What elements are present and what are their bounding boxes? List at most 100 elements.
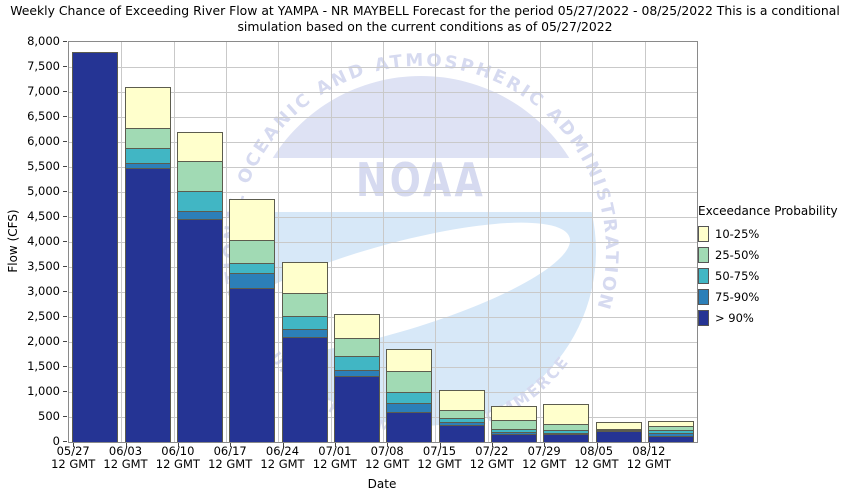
bar-08/12 [647,421,694,442]
x-tick-label: 07/01 12 GMT [312,444,357,471]
bar-segment-10-25% [439,391,484,410]
legend-swatch [698,309,709,326]
bar-segment-75-90% [544,433,589,434]
x-tick-mark [334,443,336,447]
bar-segment-25-50% [334,338,379,356]
legend-label: 75-90% [715,289,760,304]
y-tick-mark [63,41,67,42]
gridline-vertical [592,42,594,442]
bar-segment-75-90% [439,422,484,425]
legend-swatch [698,288,709,305]
y-tick-label: 0 [52,434,60,448]
y-tick-mark [63,341,67,342]
y-tick-label: 500 [38,409,60,423]
bar-segment-50-75% [177,191,222,211]
y-axis-title: Flow (CFS) [6,209,20,273]
y-tick-label: 5,500 [27,159,60,173]
bar-segment-50-75% [491,429,536,432]
legend-label: > 90% [715,310,754,325]
gridline-vertical [226,42,227,442]
legend-item: > 90% [698,307,848,328]
gridline-vertical [173,42,175,442]
bar-segment-50-75% [230,263,275,273]
bar-06/10 [176,132,223,442]
bar-segment-> 90% [334,376,379,442]
x-tick-label: 07/29 12 GMT [522,444,567,471]
y-tick-mark [63,116,67,117]
bar-segment-> 90% [491,434,536,442]
x-tick-label: 06/10 12 GMT [155,444,200,471]
bar-segment-> 90% [125,168,170,442]
bar-segment-> 90% [387,412,432,442]
legend-label: 10-25% [715,226,760,241]
bar-segment-10-25% [282,263,327,293]
bar-segment-10-25% [387,350,432,371]
gridline-vertical [121,42,123,442]
y-tick-label: 3,500 [27,259,60,273]
gridline-vertical [540,42,541,442]
y-tick-label: 4,500 [27,209,60,223]
bar-segment-50-75% [125,148,170,163]
x-tick-mark [125,443,127,447]
y-tick-mark [63,141,67,142]
bar-segment-50-75% [439,418,484,422]
bar-07/15 [438,390,485,442]
bar-05/27 [72,52,119,442]
bar-segment-25-50% [125,128,170,148]
bar-07/08 [386,349,433,442]
x-tick-label: 06/24 12 GMT [260,444,305,471]
y-tick-label: 2,500 [27,309,60,323]
legend-item: 50-75% [698,265,848,286]
bar-08/05 [595,422,642,442]
x-tick-mark [648,443,650,447]
gridline-vertical [383,42,384,442]
bar-segment-10-25% [596,423,641,429]
y-tick-label: 3,000 [27,284,60,298]
y-tick-mark [63,216,67,217]
legend: Exceedance Probability 10-25% 25-50% 50-75… [698,204,848,328]
legend-label: 50-75% [715,268,760,283]
bar-segment-25-50% [596,429,641,430]
legend-swatch [698,267,709,284]
legend-label: 25-50% [715,247,760,262]
y-tick-mark [63,416,67,417]
bar-segment-25-50% [177,161,222,191]
bar-07/22 [490,406,537,442]
x-tick-mark [230,443,232,447]
legend-title: Exceedance Probability [698,204,838,218]
y-tick-label: 1,500 [27,359,60,373]
y-tick-mark [63,391,67,392]
y-tick-label: 7,500 [27,59,60,73]
bar-07/01 [333,314,380,442]
x-tick-mark [282,443,284,447]
x-tick-label: 08/05 12 GMT [574,444,619,471]
y-tick-mark [63,266,67,267]
legend-item: 75-90% [698,286,848,307]
bar-segment-10-25% [125,88,170,128]
bar-segment-> 90% [596,431,641,442]
bar-segment-75-90% [491,432,536,434]
y-tick-mark [63,316,67,317]
bar-segment-75-90% [334,370,379,376]
bar-segment-75-90% [282,329,327,337]
y-tick-mark [63,241,67,242]
y-tick-mark [63,66,67,67]
x-tick-mark [177,443,179,447]
bar-segment-> 90% [544,434,589,442]
bar-06/03 [124,87,171,442]
bar-06/17 [229,199,276,442]
bar-segment-25-50% [491,420,536,429]
noaa-dome-shape [270,75,572,162]
x-tick-mark [73,443,75,447]
x-tick-label: 06/17 12 GMT [208,444,253,471]
y-tick-label: 6,000 [27,134,60,148]
noaa-acronym: NOAA [356,153,486,207]
legend-item: 25-50% [698,244,848,265]
bar-segment-25-50% [439,410,484,418]
y-tick-label: 7,000 [27,84,60,98]
y-tick-label: 8,000 [27,34,60,48]
bar-segment-10-25% [648,422,693,426]
y-tick-label: 4,000 [27,234,60,248]
y-tick-mark [63,441,67,442]
